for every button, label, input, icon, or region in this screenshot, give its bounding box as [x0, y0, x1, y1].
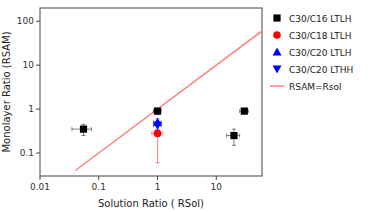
y-tick-label: 100	[17, 16, 34, 26]
x-axis-label: Solution Ratio ( RSol)	[98, 198, 204, 209]
x-tick-label: 10	[211, 182, 223, 192]
error-cap	[226, 134, 227, 138]
error-cap	[239, 134, 240, 138]
x-tick	[157, 176, 158, 180]
error-cap	[82, 135, 86, 136]
y-tick	[36, 21, 40, 22]
error-cap	[151, 131, 152, 135]
legend-swatch	[273, 14, 280, 21]
error-cap	[156, 162, 160, 163]
error-cap	[232, 145, 236, 146]
y-tick	[36, 109, 40, 110]
y-tick	[36, 65, 40, 66]
error-cap	[239, 109, 240, 113]
x-tick	[98, 176, 99, 180]
x-tick-label: 0.1	[92, 182, 106, 192]
x-tick-label: 1	[155, 182, 161, 192]
legend-swatch	[273, 31, 281, 39]
legend-swatch	[273, 48, 282, 56]
legend: C30/C16 LTLH C30/C18 LTLH C30/C20 LTLH C30/…	[270, 14, 353, 92]
error-cap	[91, 127, 92, 131]
data-point	[154, 130, 162, 138]
y-tick-label: 0.1	[20, 148, 34, 158]
plot-frame	[40, 8, 262, 176]
data-point	[154, 108, 161, 115]
reference-line	[75, 31, 262, 171]
data-point	[153, 122, 162, 130]
x-tick-label: 0.01	[30, 182, 50, 192]
legend-label: C30/C16 LTLH	[289, 14, 351, 24]
data-point	[80, 126, 87, 133]
legend-label: RSAM=Rsol	[289, 82, 342, 92]
plot-area	[72, 31, 262, 171]
error-cap	[232, 129, 236, 130]
error-cap	[153, 123, 154, 127]
error-cap	[71, 127, 72, 131]
y-tick-label: 1	[28, 104, 34, 114]
x-tick	[40, 176, 41, 180]
legend-label: C30/C20 LTHH	[289, 65, 353, 75]
y-tick-label: 10	[23, 60, 35, 70]
x-tick	[216, 176, 217, 180]
error-cap	[153, 109, 154, 113]
y-tick	[36, 153, 40, 154]
legend-swatch	[270, 85, 284, 87]
legend-label: C30/C20 LTLH	[289, 48, 351, 58]
error-cap	[162, 131, 163, 135]
data-point	[241, 108, 248, 115]
y-axis-label: Monolayer Ratio (RSAM)	[1, 31, 12, 152]
legend-label: C30/C18 LTLH	[289, 31, 351, 41]
data-point	[230, 132, 237, 139]
error-cap	[82, 124, 86, 125]
legend-swatch	[273, 66, 282, 74]
